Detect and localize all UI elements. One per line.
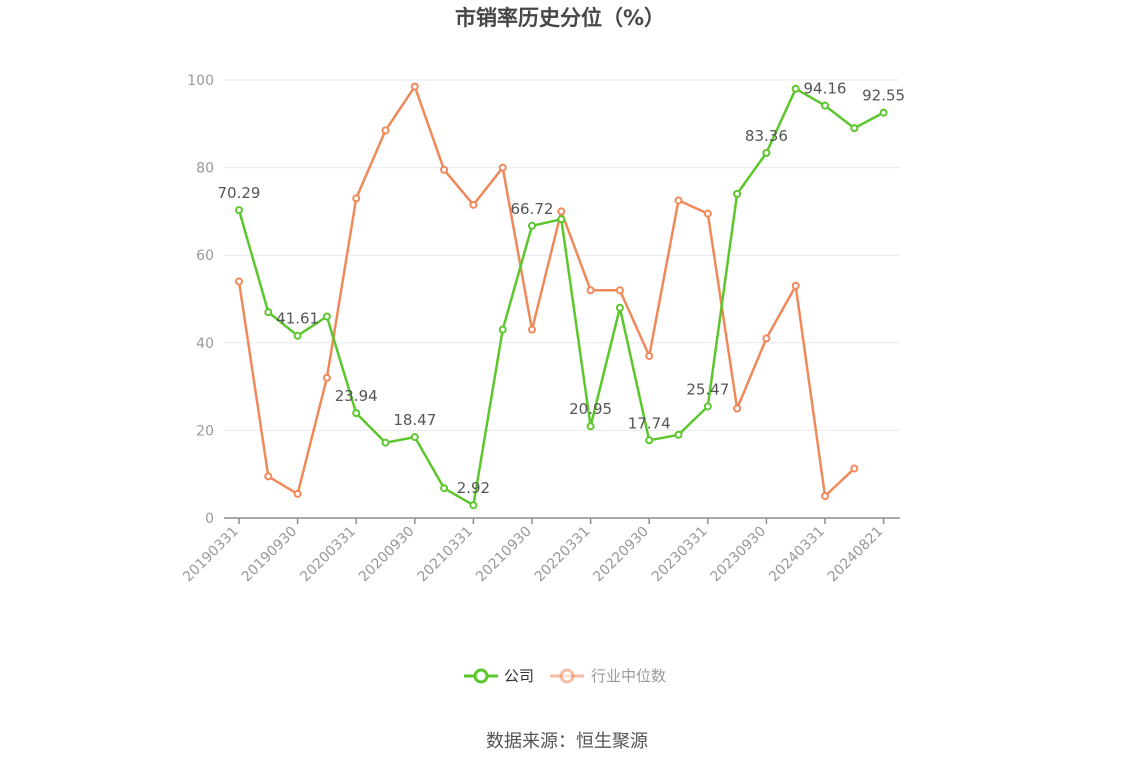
data-point[interactable] <box>762 148 771 157</box>
data-point[interactable] <box>703 209 712 218</box>
data-point[interactable] <box>850 124 859 133</box>
data-label: 92.55 <box>862 87 905 105</box>
data-point[interactable] <box>410 433 419 442</box>
data-point[interactable] <box>821 492 829 501</box>
data-label: 66.72 <box>511 200 554 218</box>
legend-item-company[interactable]: 公司 <box>464 667 534 685</box>
data-point[interactable] <box>498 325 507 334</box>
series-line-0 <box>237 87 885 507</box>
x-tick-label: 20220930 <box>590 524 652 586</box>
data-point[interactable] <box>352 409 361 418</box>
data-label: 17.74 <box>628 414 671 432</box>
grid <box>224 79 900 431</box>
data-point[interactable] <box>440 165 449 174</box>
data-label: 2.92 <box>457 479 490 497</box>
legend-industry-label: 行业中位数 <box>591 667 666 685</box>
data-point[interactable] <box>791 281 800 290</box>
data-point[interactable] <box>322 312 331 321</box>
data-point[interactable] <box>293 489 302 498</box>
x-tick-label: 20200331 <box>297 524 359 586</box>
data-point[interactable] <box>410 82 419 91</box>
y-tick-label: 40 <box>196 336 214 352</box>
legend-item-industry[interactable]: 行业中位数 <box>550 667 666 685</box>
y-tick-label: 100 <box>187 73 214 89</box>
data-label: 20.95 <box>569 400 612 418</box>
data-label: 94.16 <box>804 80 847 98</box>
x-tick-label: 20220331 <box>532 524 594 586</box>
data-point[interactable] <box>528 325 536 334</box>
data-point[interactable] <box>586 286 595 295</box>
data-point[interactable] <box>733 404 742 413</box>
data-point[interactable] <box>293 331 302 340</box>
x-tick-label: 20200930 <box>356 524 418 586</box>
x-tick-label: 20210930 <box>473 524 535 586</box>
data-point[interactable] <box>440 484 449 493</box>
data-point[interactable] <box>235 277 243 286</box>
data-point[interactable] <box>469 501 478 510</box>
x-tick-label: 20240821 <box>825 524 887 586</box>
data-point[interactable] <box>557 215 566 224</box>
x-tick-label: 20190930 <box>239 524 301 586</box>
x-tick-label: 20230930 <box>708 524 770 586</box>
data-point[interactable] <box>645 351 654 360</box>
legend[interactable]: 公司 行业中位数 <box>464 667 666 685</box>
data-point[interactable] <box>821 101 829 110</box>
y-tick-label: 60 <box>196 248 214 264</box>
data-label: 83.36 <box>745 127 788 145</box>
series-group <box>235 82 888 510</box>
data-point[interactable] <box>381 126 390 135</box>
x-axis: 2019033120190930202003312020093020210331… <box>180 517 900 586</box>
data-point[interactable] <box>264 472 273 481</box>
data-label: 23.94 <box>335 387 378 405</box>
data-point[interactable] <box>352 194 361 203</box>
data-point[interactable] <box>557 207 566 216</box>
x-tick-label: 20210331 <box>415 524 477 586</box>
x-tick-label: 20230331 <box>649 524 711 586</box>
legend-company-label: 公司 <box>504 667 534 685</box>
y-axis: 0 20 40 60 80 100 <box>187 73 214 527</box>
y-tick-label: 0 <box>205 511 214 527</box>
y-tick-label: 80 <box>196 161 214 177</box>
series-line-1 <box>237 85 856 498</box>
x-tick-label: 20240331 <box>766 524 828 586</box>
data-label: 25.47 <box>686 380 729 398</box>
data-label: 70.29 <box>218 184 261 202</box>
data-point[interactable] <box>528 221 536 230</box>
data-point[interactable] <box>264 308 273 317</box>
data-labels: 70.29 41.61 23.94 18.47 2.92 66.72 20.95 17.74 2… <box>218 80 906 498</box>
data-point[interactable] <box>235 206 243 215</box>
data-point[interactable] <box>733 189 742 198</box>
legend-company-marker <box>473 668 489 684</box>
data-point[interactable] <box>674 196 683 205</box>
x-tick-label: 20190331 <box>180 524 242 586</box>
data-label: 41.61 <box>276 310 319 328</box>
data-point[interactable] <box>586 422 595 431</box>
data-point[interactable] <box>615 303 624 312</box>
data-label: 18.47 <box>393 411 436 429</box>
data-point[interactable] <box>879 108 888 117</box>
data-point[interactable] <box>791 84 800 93</box>
data-point[interactable] <box>645 436 654 445</box>
data-point[interactable] <box>703 402 712 411</box>
y-tick-label: 20 <box>196 423 214 439</box>
data-point[interactable] <box>615 286 624 295</box>
data-point[interactable] <box>762 334 771 343</box>
data-point[interactable] <box>322 373 331 382</box>
data-point[interactable] <box>850 464 859 473</box>
data-source: 数据来源：恒生聚源 <box>486 731 648 752</box>
chart-title: 市销率历史分位（%） <box>455 6 665 30</box>
data-point[interactable] <box>674 430 683 439</box>
data-point[interactable] <box>469 200 478 209</box>
data-point[interactable] <box>498 163 507 172</box>
data-point[interactable] <box>381 438 390 447</box>
legend-industry-marker <box>559 668 575 684</box>
